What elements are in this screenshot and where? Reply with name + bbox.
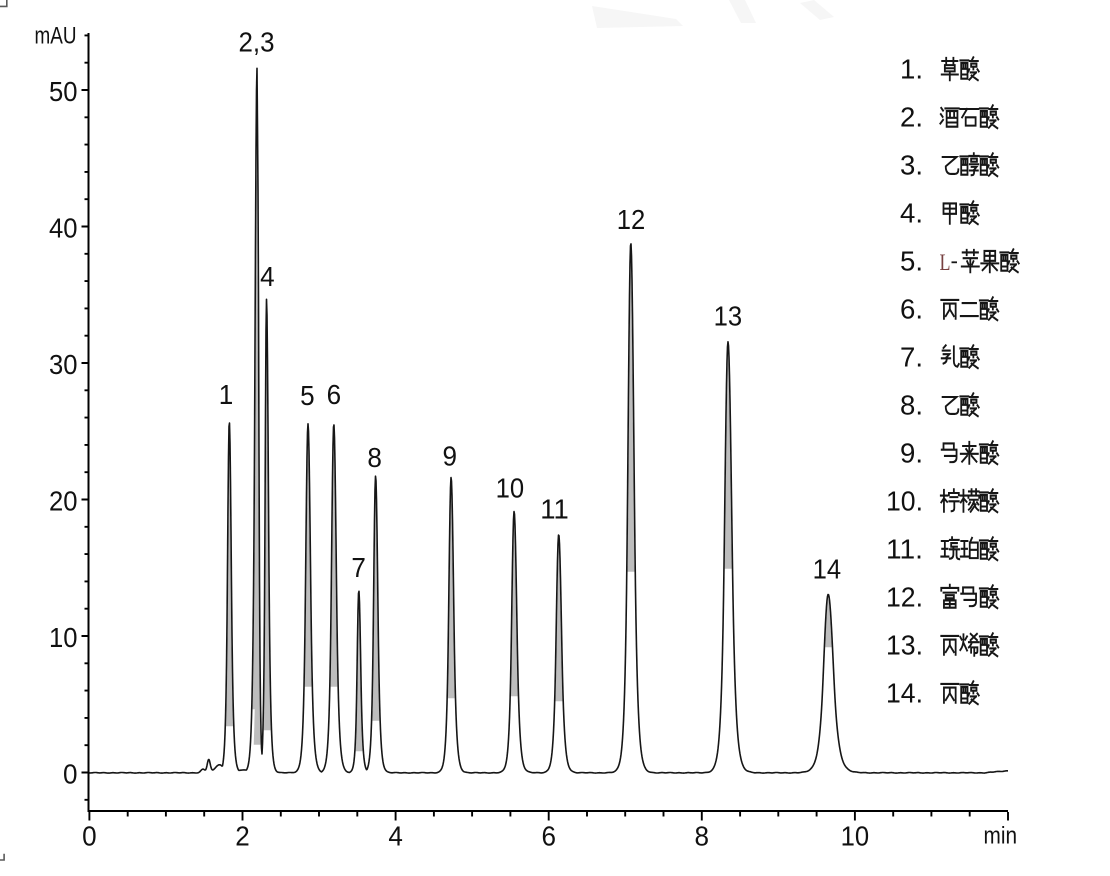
svg-text:14: 14 [813, 554, 842, 585]
svg-text:40: 40 [49, 213, 78, 244]
svg-text:4: 4 [260, 261, 275, 292]
svg-text:7.: 7. [900, 341, 923, 372]
svg-text:0: 0 [63, 759, 78, 790]
svg-text:2: 2 [235, 821, 250, 852]
svg-text:6: 6 [541, 821, 556, 852]
svg-text:14.: 14. [886, 677, 923, 708]
svg-text:2.: 2. [900, 101, 923, 132]
svg-text:6.: 6. [900, 293, 923, 324]
svg-text:9.: 9. [900, 437, 923, 468]
svg-text:0: 0 [82, 821, 97, 852]
svg-text:L: L [940, 250, 951, 275]
svg-text:mAU: mAU [35, 23, 77, 50]
svg-text:11.: 11. [886, 533, 923, 564]
svg-text:12: 12 [617, 204, 646, 235]
svg-text:10.: 10. [886, 485, 923, 516]
svg-text:2,3: 2,3 [239, 27, 275, 58]
svg-text:9: 9 [442, 440, 457, 471]
svg-text:50: 50 [49, 76, 78, 107]
svg-text:4: 4 [388, 821, 403, 852]
svg-text:13: 13 [714, 300, 743, 331]
svg-text:10: 10 [496, 472, 525, 503]
svg-text:3.: 3. [900, 149, 923, 180]
svg-text:5: 5 [300, 380, 315, 411]
svg-text:11: 11 [540, 494, 569, 525]
svg-text:12.: 12. [886, 581, 923, 612]
svg-text:5.: 5. [900, 245, 923, 276]
svg-text:8: 8 [695, 821, 710, 852]
svg-text:10: 10 [841, 821, 870, 852]
svg-text:8.: 8. [900, 389, 923, 420]
svg-text:30: 30 [49, 349, 78, 380]
svg-text:8: 8 [367, 442, 382, 473]
svg-text:20: 20 [49, 486, 78, 517]
svg-text:13.: 13. [886, 629, 923, 660]
svg-text:6: 6 [327, 379, 342, 410]
svg-text:7: 7 [351, 552, 366, 583]
svg-text:1: 1 [219, 379, 234, 410]
svg-text:1.: 1. [900, 53, 923, 84]
svg-text:4.: 4. [900, 197, 923, 228]
svg-text:10: 10 [49, 622, 78, 653]
svg-text:min: min [984, 823, 1018, 850]
